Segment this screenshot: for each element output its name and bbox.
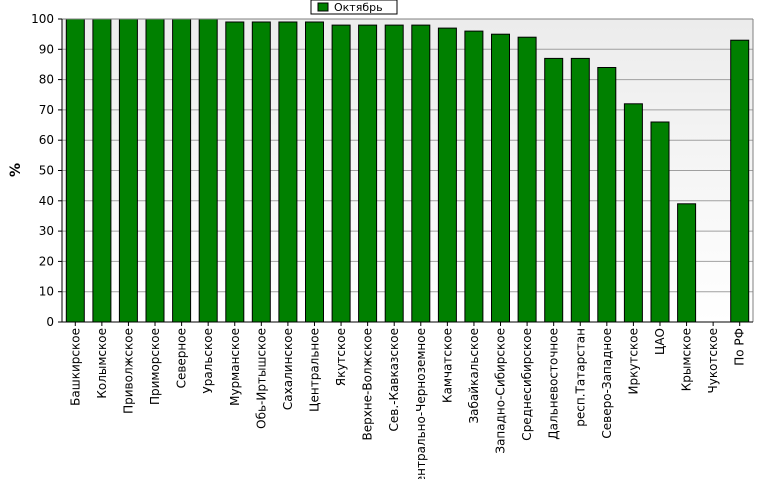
bar bbox=[145, 18, 165, 323]
x-tick-label: Среднесибирское bbox=[520, 328, 534, 441]
bar bbox=[278, 21, 298, 323]
x-tick-label: Северное bbox=[175, 328, 189, 388]
bar bbox=[597, 67, 617, 323]
y-tick-label: 30 bbox=[39, 224, 54, 238]
bar bbox=[437, 27, 457, 323]
x-tick-label: Северо-Западное bbox=[600, 328, 614, 439]
x-tick-label: Западно-Сибирское bbox=[494, 328, 508, 454]
y-tick-label: 10 bbox=[39, 285, 54, 299]
bar bbox=[225, 21, 245, 323]
bar bbox=[491, 33, 510, 323]
x-tick-label: ЦАО bbox=[653, 328, 667, 355]
x-tick-label: Обь-Иртышское bbox=[254, 328, 268, 429]
x-tick-label: Верхне-Волжское bbox=[361, 328, 375, 441]
bar bbox=[544, 57, 564, 323]
x-tick-label: Приморское bbox=[148, 328, 162, 405]
x-tick-label: Дальневосточное bbox=[547, 328, 561, 440]
x-tick-label: Уральское bbox=[201, 328, 215, 394]
x-tick-label: Сахалинское bbox=[281, 328, 295, 410]
bar bbox=[305, 21, 324, 323]
y-axis-label: % bbox=[8, 163, 24, 177]
bar bbox=[623, 103, 643, 323]
x-tick-label: По РФ bbox=[733, 328, 747, 366]
x-tick-label: Сев.-Кавказское bbox=[387, 328, 401, 431]
legend-box bbox=[310, 0, 398, 15]
bar bbox=[730, 39, 750, 323]
bar bbox=[65, 18, 85, 323]
y-tick-label: 60 bbox=[39, 133, 54, 147]
bars bbox=[65, 18, 750, 323]
y-tick-label: 100 bbox=[31, 12, 54, 26]
legend: Октябрь bbox=[310, 0, 398, 15]
bar bbox=[411, 24, 431, 323]
x-tick-label: Крымское bbox=[680, 328, 694, 391]
x-tick-label: Якутское bbox=[334, 328, 348, 386]
legend-swatch bbox=[317, 2, 329, 12]
x-tick-label: Приволжское bbox=[121, 328, 135, 414]
y-tick-label: 50 bbox=[39, 164, 54, 178]
bar bbox=[464, 30, 484, 323]
bar bbox=[384, 24, 404, 323]
y-tick-label: 90 bbox=[39, 42, 54, 56]
x-tick-label: Забайкальское bbox=[467, 328, 481, 424]
y-tick-label: 70 bbox=[39, 103, 54, 117]
bar bbox=[198, 18, 218, 323]
bar bbox=[358, 24, 378, 323]
y-tick-label: 0 bbox=[46, 315, 54, 329]
x-tick-label: Чукотское bbox=[706, 328, 720, 393]
y-axis-ticks: 0 10 20 30 40 50 60 70 80 90 100 bbox=[31, 12, 62, 329]
x-tick-label: Центральное bbox=[308, 328, 322, 412]
x-tick-label: Мурманское bbox=[228, 328, 242, 406]
bar bbox=[331, 24, 351, 323]
bar bbox=[172, 18, 192, 323]
bar bbox=[92, 18, 112, 323]
x-tick-label: Центрально-Черноземное bbox=[414, 328, 428, 479]
x-tick-label: Камчатское bbox=[440, 328, 454, 403]
x-tick-label: Башкирское bbox=[68, 328, 82, 406]
y-tick-label: 80 bbox=[39, 73, 54, 87]
bar bbox=[118, 18, 138, 323]
bar bbox=[517, 36, 537, 323]
y-tick-label: 40 bbox=[39, 194, 54, 208]
bar bbox=[677, 203, 697, 323]
legend-label: Октябрь bbox=[334, 1, 383, 14]
x-axis-labels: Башкирское Колымское Приволжское Приморское… bbox=[68, 322, 747, 479]
bar bbox=[570, 57, 590, 323]
bar bbox=[650, 121, 670, 323]
x-tick-label: Колымское bbox=[95, 328, 109, 399]
x-tick-label: респ.Татарстан bbox=[573, 328, 587, 427]
y-tick-label: 20 bbox=[39, 254, 54, 268]
x-tick-label: Иркутское bbox=[626, 328, 640, 395]
bar bbox=[251, 21, 271, 323]
